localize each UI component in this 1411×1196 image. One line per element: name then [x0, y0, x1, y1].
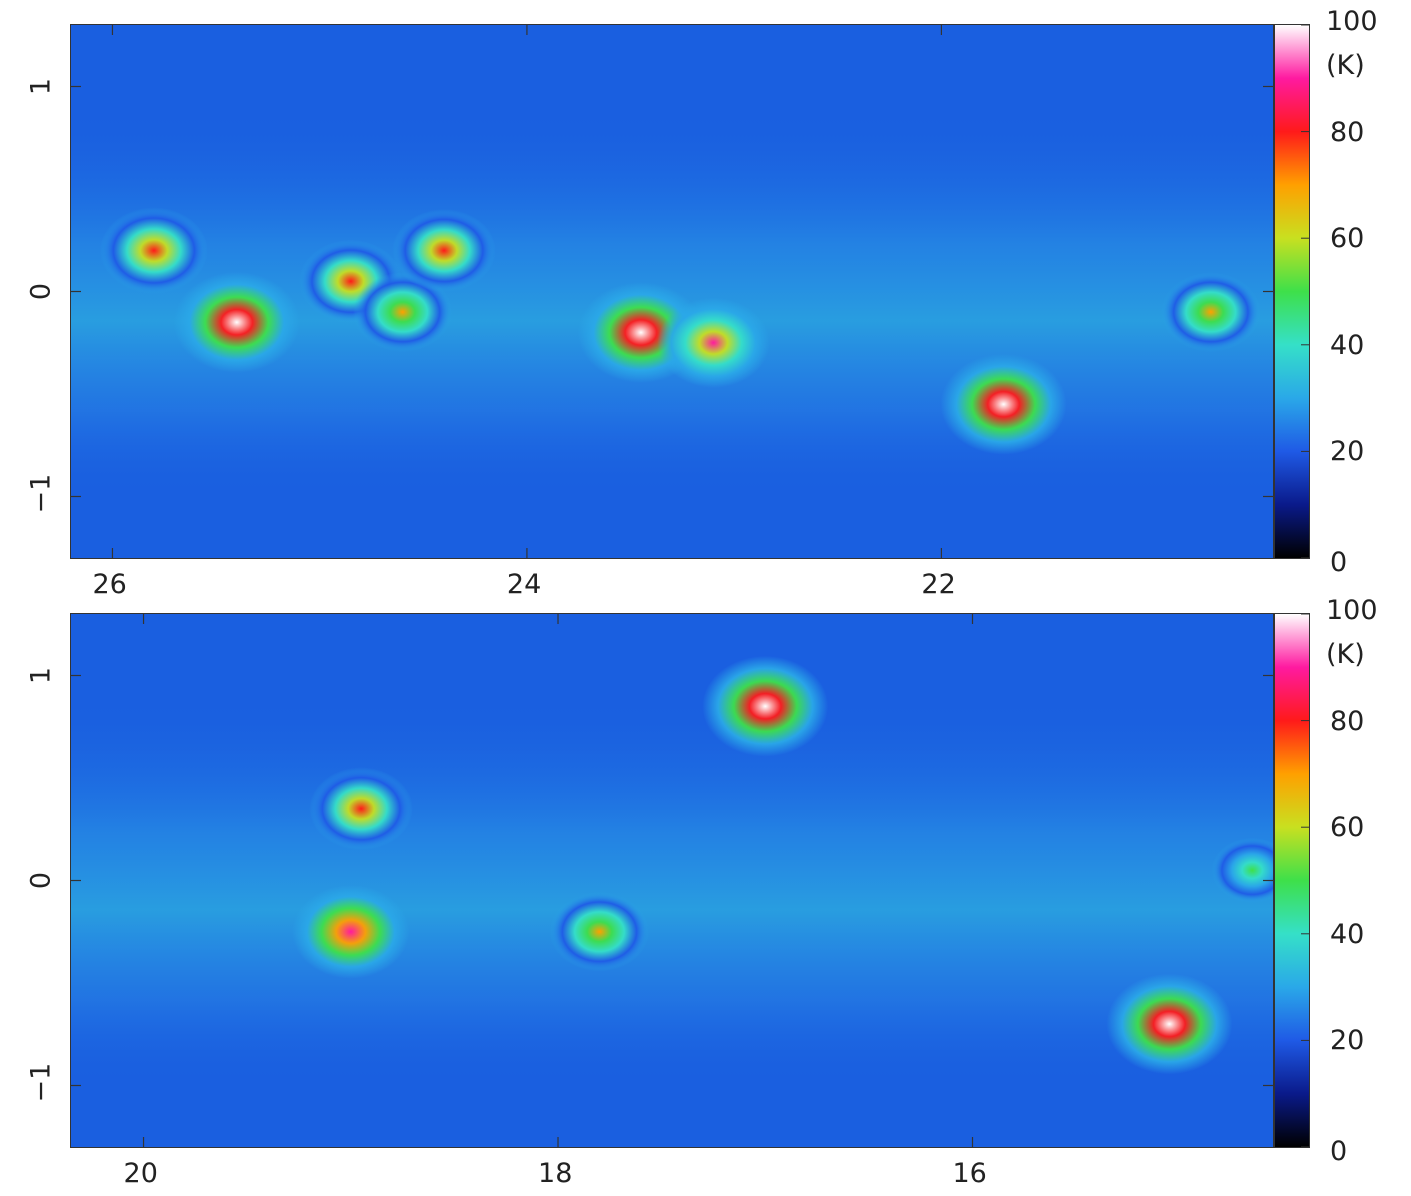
bottom-colorbar-unit: (K)	[1326, 639, 1365, 670]
colorbar-tick-label: 60	[1330, 223, 1365, 255]
colorbar-tick-label: 100	[1326, 6, 1378, 37]
colorbar-tick-label: 100	[1326, 595, 1378, 626]
bright-source	[1161, 272, 1261, 352]
colorbar-tick-label: 60	[1330, 812, 1365, 844]
x-tick-label: 20	[123, 1158, 158, 1189]
bright-source	[1106, 973, 1233, 1075]
top-colorbar-unit: (K)	[1326, 50, 1365, 81]
bright-source	[173, 271, 300, 373]
colorbar-tick-label: 20	[1330, 436, 1365, 468]
colorbar-gradient	[1275, 25, 1309, 558]
x-tick-label: 26	[92, 569, 127, 600]
bright-source	[309, 767, 413, 851]
bright-source	[702, 655, 829, 757]
x-tick-label: 18	[538, 1158, 573, 1189]
bright-source	[353, 272, 453, 352]
colorbar-tick-label: 20	[1330, 1025, 1365, 1057]
bottom-map	[70, 613, 1274, 1148]
colorbar-tick-label: 80	[1330, 705, 1365, 737]
bright-source	[549, 892, 649, 972]
colorbar-tick-label: 40	[1330, 918, 1365, 950]
bright-source	[99, 207, 208, 294]
bright-source	[1211, 837, 1273, 903]
colorbar-tick-label: 0	[1330, 547, 1348, 578]
y-tick-label: 1	[25, 77, 57, 95]
top-colorbar	[1274, 24, 1310, 559]
bright-source	[940, 353, 1067, 455]
x-tick-label: 22	[921, 569, 956, 600]
colorbar-tick-label: 0	[1330, 1136, 1348, 1167]
x-tick-label: 16	[952, 1158, 987, 1189]
top-map	[70, 24, 1274, 559]
y-tick-label: 1	[25, 666, 57, 684]
bright-source	[292, 884, 410, 979]
colorbar-tick-label: 80	[1330, 116, 1365, 148]
bottom-colorbar	[1274, 613, 1310, 1148]
diffuse-emission-band	[71, 696, 1273, 1086]
y-tick-label: 0	[25, 282, 57, 300]
bright-source	[392, 209, 496, 292]
bright-source	[657, 297, 770, 388]
colorbar-gradient	[1275, 614, 1309, 1147]
y-tick-label: −1	[25, 473, 57, 513]
x-tick-label: 24	[506, 569, 542, 600]
y-tick-label: 0	[25, 871, 57, 889]
colorbar-tick-label: 40	[1330, 329, 1365, 361]
y-tick-label: −1	[25, 1062, 57, 1102]
